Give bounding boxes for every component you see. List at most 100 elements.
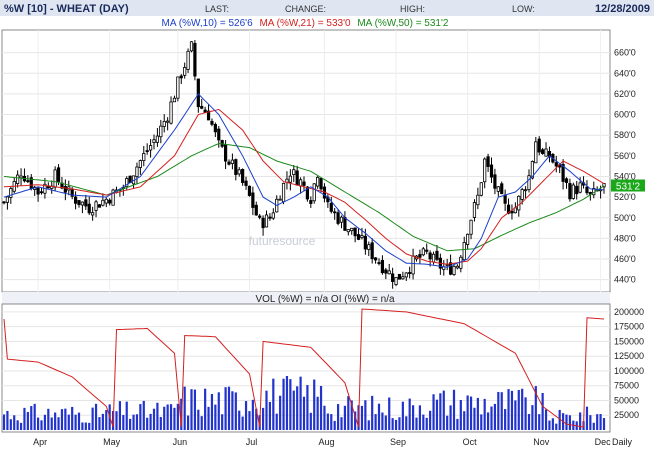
volume-bar bbox=[596, 414, 599, 430]
volume-bar bbox=[57, 417, 60, 430]
x-tick-label: May bbox=[103, 437, 121, 447]
volume-bar bbox=[493, 403, 497, 430]
candle-body bbox=[360, 235, 364, 238]
candle-body bbox=[172, 97, 177, 103]
volume-bar bbox=[118, 401, 122, 430]
volume-tick-label: 100000 bbox=[614, 366, 644, 376]
volume-bar bbox=[384, 415, 387, 430]
volume-bar bbox=[125, 401, 128, 430]
ma21-legend: MA (%W,21) = 533'0 bbox=[259, 18, 351, 29]
volume-bar bbox=[340, 417, 343, 430]
candle-body bbox=[520, 189, 524, 200]
candle-body bbox=[530, 161, 535, 179]
volume-bar bbox=[306, 385, 309, 430]
volume-bar bbox=[476, 397, 479, 430]
volume-bar bbox=[224, 387, 227, 430]
volume-bar bbox=[9, 419, 12, 430]
volume-bar bbox=[452, 389, 456, 430]
candle-body bbox=[500, 183, 504, 195]
volume-bar bbox=[302, 396, 306, 430]
volume-bar bbox=[483, 398, 486, 430]
candle-body bbox=[462, 242, 466, 261]
volume-bar bbox=[319, 385, 323, 430]
volume-bar bbox=[54, 412, 57, 430]
candle-body bbox=[333, 211, 337, 214]
volume-bar bbox=[251, 399, 254, 430]
x-tick-label: Daily bbox=[612, 437, 633, 447]
symbol-title: %W [10] - WHEAT (DAY) bbox=[4, 3, 129, 15]
candle-body bbox=[353, 227, 357, 237]
high-label: HIGH: bbox=[400, 4, 425, 14]
volume-bar bbox=[585, 406, 589, 430]
volume-bar bbox=[241, 416, 244, 430]
volume-bar bbox=[531, 405, 534, 430]
volume-bar bbox=[173, 407, 176, 430]
candle-body bbox=[298, 179, 303, 187]
candle-body bbox=[63, 186, 67, 193]
candle-body bbox=[486, 156, 490, 167]
volume-bar bbox=[435, 399, 439, 430]
candle-body bbox=[339, 216, 344, 223]
candle-body bbox=[534, 141, 538, 164]
volume-bar bbox=[497, 391, 500, 430]
volume-bar bbox=[411, 405, 415, 430]
volume-bar bbox=[466, 395, 469, 430]
ma-legend: MA (%W,10) = 526'6 MA (%W,21) = 533'0 MA… bbox=[162, 18, 449, 29]
volume-bar bbox=[316, 396, 319, 430]
candle-body bbox=[111, 189, 115, 206]
candle-body bbox=[125, 178, 129, 188]
volume-bar bbox=[558, 409, 561, 430]
volume-bar bbox=[84, 422, 87, 430]
candle-body bbox=[547, 150, 552, 158]
volume-bar bbox=[602, 418, 606, 430]
candle-body bbox=[571, 184, 575, 199]
candle-body bbox=[26, 180, 30, 183]
volume-bar bbox=[408, 398, 411, 430]
volume-bar bbox=[350, 400, 353, 430]
volume-tick-label: 75000 bbox=[614, 381, 639, 391]
candle-body bbox=[401, 276, 405, 280]
price-tick-label: 460'0 bbox=[614, 254, 636, 264]
candle-body bbox=[496, 186, 500, 192]
volume-bar bbox=[43, 414, 47, 430]
candle-body bbox=[312, 183, 316, 202]
candle-body bbox=[189, 41, 194, 52]
volume-bar bbox=[439, 393, 442, 430]
price-plot-area bbox=[1, 29, 611, 293]
candle-body bbox=[425, 249, 429, 252]
volume-bar bbox=[565, 414, 568, 430]
volume-bar bbox=[589, 415, 592, 430]
candle-body bbox=[77, 200, 81, 206]
volume-bar bbox=[309, 412, 312, 430]
volume-bar bbox=[159, 416, 162, 430]
candle-body bbox=[91, 212, 95, 216]
candle-body bbox=[469, 219, 473, 235]
candle-body bbox=[363, 235, 367, 250]
candle-body bbox=[411, 255, 415, 275]
candle-body bbox=[271, 212, 275, 219]
svg-text:531'2: 531'2 bbox=[616, 182, 641, 193]
candle-body bbox=[544, 148, 548, 157]
volume-tick-label: 150000 bbox=[614, 336, 644, 346]
volume-bar bbox=[323, 405, 326, 430]
candle-body bbox=[261, 217, 265, 229]
volume-bar bbox=[248, 411, 251, 430]
volume-bar bbox=[255, 408, 258, 430]
volume-bar bbox=[101, 413, 104, 430]
candle-body bbox=[230, 159, 235, 164]
volume-tick-label: 175000 bbox=[614, 322, 644, 332]
price-tick-label: 440'0 bbox=[614, 275, 636, 285]
candle-body bbox=[554, 162, 558, 167]
candle-body bbox=[288, 175, 292, 183]
candle-body bbox=[367, 244, 371, 250]
volume-bar bbox=[64, 408, 67, 430]
candle-body bbox=[309, 200, 313, 204]
price-tick-label: 540'0 bbox=[614, 171, 636, 181]
ma50-legend: MA (%W,50) = 531'2 bbox=[357, 18, 449, 29]
ma10-line bbox=[3, 93, 605, 268]
volume-bar bbox=[551, 418, 554, 430]
volume-bar bbox=[285, 376, 289, 430]
volume-bar bbox=[74, 414, 77, 430]
volume-bar bbox=[152, 408, 156, 430]
candle-body bbox=[148, 145, 153, 151]
